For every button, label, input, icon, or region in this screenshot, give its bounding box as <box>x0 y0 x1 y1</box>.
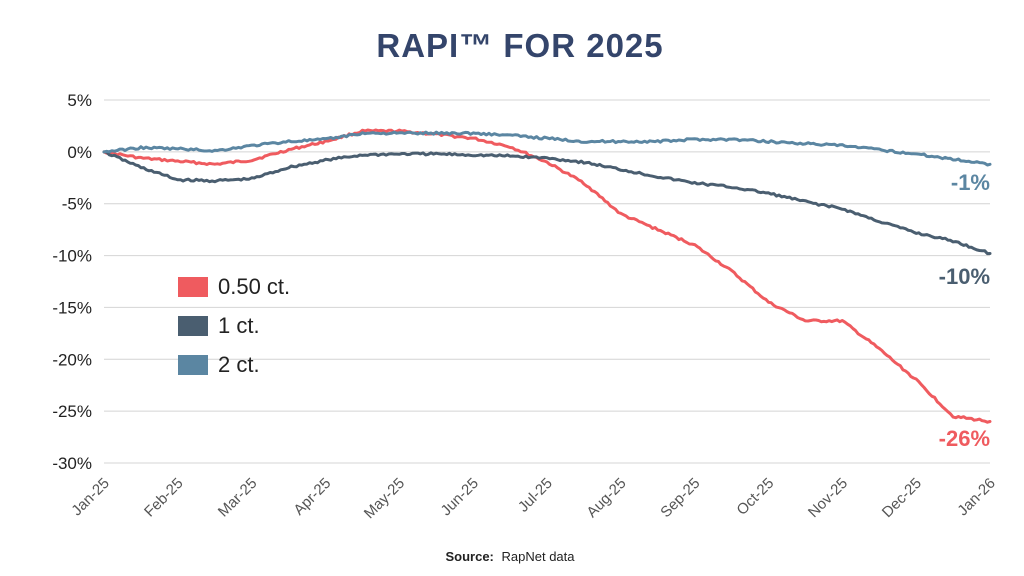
series-end-label: -10% <box>939 264 990 289</box>
series-end-label: -26% <box>939 426 990 451</box>
x-tick-label: Jan-25 <box>68 475 112 519</box>
x-axis-ticks: Jan-25 Feb-25 Mar-25 Apr-25 May-25 Jun-25 Jul-… <box>68 475 998 522</box>
x-tick-label: Mar-25 <box>215 475 261 521</box>
series-lines <box>102 128 992 424</box>
x-tick-label: Jun-25 <box>438 475 482 519</box>
x-tick-label: Dec-25 <box>879 475 925 521</box>
x-tick-label: May-25 <box>361 475 408 522</box>
source-label: Source: <box>445 549 493 564</box>
legend-swatch <box>178 316 208 336</box>
x-tick-label: Aug-25 <box>583 475 629 521</box>
y-tick-label: -5% <box>62 195 92 214</box>
y-axis-ticks: 5% 0% -5% -10% -15% -20% -25% -30% <box>52 91 92 473</box>
y-tick-label: -25% <box>52 402 92 421</box>
end-labels: -26% -10% -1% <box>939 170 990 451</box>
x-tick-label: Jul-25 <box>515 475 556 516</box>
x-tick-label: Oct-25 <box>733 475 777 519</box>
legend-swatch <box>178 277 208 297</box>
x-tick-label: Nov-25 <box>805 475 851 521</box>
legend: 0.50 ct. 1 ct. 2 ct. <box>178 274 290 377</box>
source-note: Source: RapNet data <box>445 549 575 564</box>
series-line-1 <box>102 128 992 424</box>
x-tick-label: Apr-25 <box>290 475 334 519</box>
y-tick-label: 5% <box>67 91 92 110</box>
y-tick-label: 0% <box>67 143 92 162</box>
x-tick-label: Sep-25 <box>657 475 703 521</box>
grid-lines <box>104 99 990 464</box>
y-tick-label: -20% <box>52 350 92 369</box>
series-end-label: -1% <box>951 170 990 195</box>
source-text: RapNet data <box>502 549 576 564</box>
legend-label: 2 ct. <box>218 352 260 377</box>
chart-title: RAPI™ FOR 2025 <box>376 27 663 64</box>
y-tick-label: -15% <box>52 298 92 317</box>
legend-swatch <box>178 355 208 375</box>
y-tick-label: -10% <box>52 247 92 266</box>
series-line-3 <box>102 130 992 167</box>
legend-label: 1 ct. <box>218 313 260 338</box>
x-tick-label: Jan-26 <box>954 475 998 519</box>
series-line-2 <box>102 150 992 256</box>
y-tick-label: -30% <box>52 454 92 473</box>
x-tick-label: Feb-25 <box>141 475 187 521</box>
legend-label: 0.50 ct. <box>218 274 290 299</box>
